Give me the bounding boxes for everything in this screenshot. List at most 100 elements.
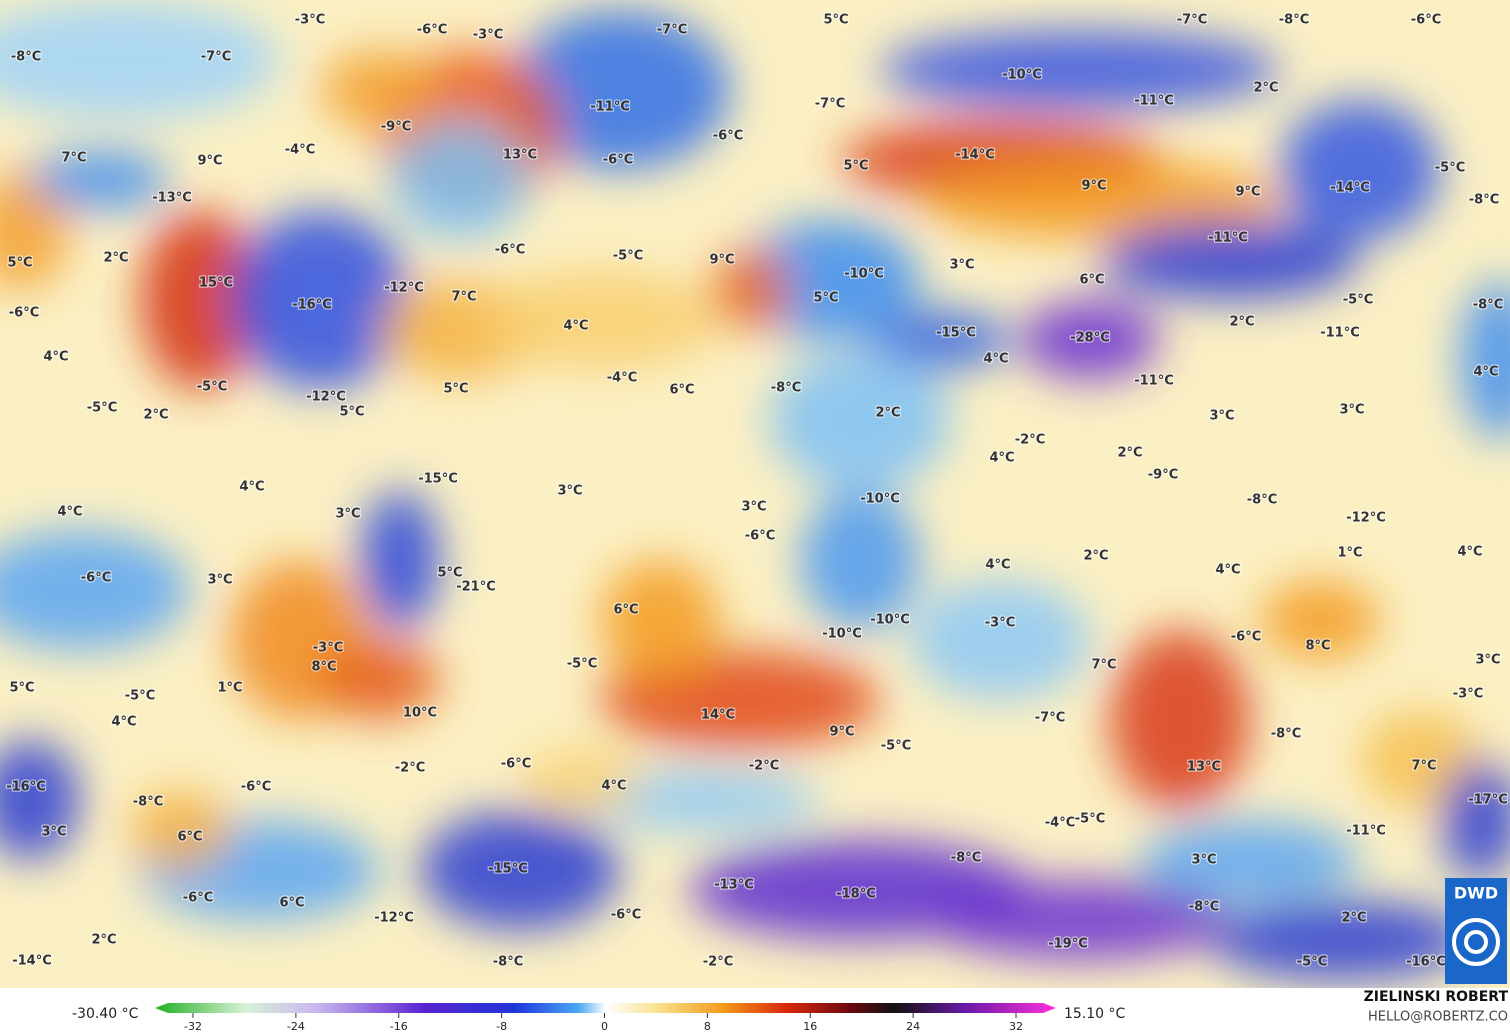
colorbar-tick-label: 16 [803, 1020, 817, 1033]
temperature-label: 6°C [669, 383, 694, 398]
field-blob [800, 490, 920, 630]
temperature-label: 7°C [1411, 759, 1436, 774]
field-blob [510, 10, 730, 170]
temperature-label: -8°C [951, 851, 981, 866]
temperature-label: 2°C [1117, 446, 1142, 461]
temperature-label: -18°C [836, 887, 876, 902]
temperature-label: 2°C [1253, 81, 1278, 96]
temperature-label: -5°C [881, 739, 911, 754]
field-blob [0, 530, 190, 650]
temperature-label: -5°C [613, 249, 643, 264]
temperature-label: -3°C [985, 616, 1015, 631]
temperature-label: -6°C [1231, 630, 1261, 645]
temperature-label: 3°C [1475, 653, 1500, 668]
temperature-label: -3°C [313, 641, 343, 656]
field-blob [870, 310, 1010, 370]
field-blob [1460, 280, 1510, 440]
temperature-label: 9°C [829, 725, 854, 740]
field-blob [0, 740, 80, 860]
temperature-label: -6°C [495, 243, 525, 258]
temperature-label: -21°C [456, 580, 496, 595]
temperature-label: -8°C [1473, 298, 1503, 313]
temperature-label: -6°C [713, 129, 743, 144]
temperature-label: -3°C [473, 28, 503, 43]
temperature-label: 8°C [311, 660, 336, 675]
temperature-label: -12°C [384, 281, 424, 296]
field-blob [1100, 220, 1360, 300]
temperature-label: 6°C [279, 896, 304, 911]
temperature-label: -7°C [657, 23, 687, 38]
temperature-label: 4°C [57, 505, 82, 520]
temperature-label: 5°C [9, 681, 34, 696]
temperature-label: 4°C [989, 451, 1014, 466]
temperature-label: -10°C [870, 613, 910, 628]
temperature-label: -5°C [1297, 955, 1327, 970]
temperature-label: 5°C [7, 256, 32, 271]
colorbar-tick-label: 8 [704, 1020, 711, 1033]
temperature-label: 5°C [339, 405, 364, 420]
temperature-label: -12°C [374, 911, 414, 926]
field-blob [520, 750, 640, 810]
temperature-label: 5°C [843, 159, 868, 174]
temperature-label: 3°C [949, 258, 974, 273]
temperature-label: 1°C [217, 681, 242, 696]
temperature-label: 9°C [1081, 179, 1106, 194]
temperature-label: -12°C [1346, 511, 1386, 526]
temperature-label: -10°C [1002, 68, 1042, 83]
logo-text: DWD [1454, 884, 1498, 903]
colorbar-tick-label: 24 [906, 1020, 920, 1033]
temperature-label: -12°C [306, 390, 346, 405]
field-blob [920, 160, 1280, 240]
temperature-label: 6°C [613, 603, 638, 618]
temperature-label: -8°C [493, 955, 523, 970]
field-blob [930, 880, 1230, 960]
temperature-label: 8°C [1305, 639, 1330, 654]
field-blob [770, 350, 950, 490]
temperature-label: 2°C [1083, 549, 1108, 564]
colorbar-tick-label: -16 [390, 1020, 408, 1033]
field-blob [580, 770, 820, 830]
temperature-label: -11°C [1346, 824, 1386, 839]
temperature-label: -8°C [1271, 727, 1301, 742]
temperature-label: 4°C [985, 558, 1010, 573]
temperature-label: 9°C [197, 154, 222, 169]
temperature-label: -16°C [6, 780, 46, 795]
temperature-label: -19°C [1048, 937, 1088, 952]
temperature-label: -4°C [1045, 816, 1075, 831]
temperature-label: -5°C [567, 657, 597, 672]
temperature-label: -3°C [295, 13, 325, 28]
field-blob [320, 50, 440, 130]
temperature-label: 4°C [601, 779, 626, 794]
temperature-label: -15°C [488, 862, 528, 877]
temperature-label: 7°C [61, 151, 86, 166]
temperature-label: -10°C [844, 267, 884, 282]
temperature-label: 13°C [503, 148, 537, 163]
temperature-label: -3°C [1453, 687, 1483, 702]
temperature-label: -11°C [1134, 374, 1174, 389]
field-blob [1440, 760, 1510, 880]
temperature-label: 2°C [1341, 911, 1366, 926]
temperature-label: -6°C [9, 306, 39, 321]
temperature-label: 4°C [1215, 563, 1240, 578]
field-blob [600, 560, 720, 680]
field-blob [1280, 100, 1440, 240]
temperature-label: -7°C [1177, 13, 1207, 28]
field-blob [0, 0, 280, 120]
field-blob [320, 640, 440, 720]
author: ZIELINSKI ROBERT [1364, 989, 1509, 1005]
temperature-label: 3°C [741, 500, 766, 515]
temperature-label: -16°C [1406, 955, 1446, 970]
colorbar-ticks: -32 -24 -16 -8 0 8 16 24 32 [184, 1013, 1023, 1033]
temperature-label: 4°C [111, 715, 136, 730]
temperature-label: 7°C [451, 290, 476, 305]
temperature-label: -2°C [1015, 433, 1045, 448]
temperature-label: -13°C [152, 191, 192, 206]
temperature-label: -8°C [133, 795, 163, 810]
temperature-label: -13°C [714, 878, 754, 893]
field-blob [230, 210, 410, 390]
temperature-labels: -3°C -6°C -3°C -7°C 5°C -7°C -8°C -6°C -8°C -7°C -… [5, 11, 1509, 971]
colorbar-tick-label: 32 [1009, 1020, 1023, 1033]
temperature-label: 5°C [443, 382, 468, 397]
